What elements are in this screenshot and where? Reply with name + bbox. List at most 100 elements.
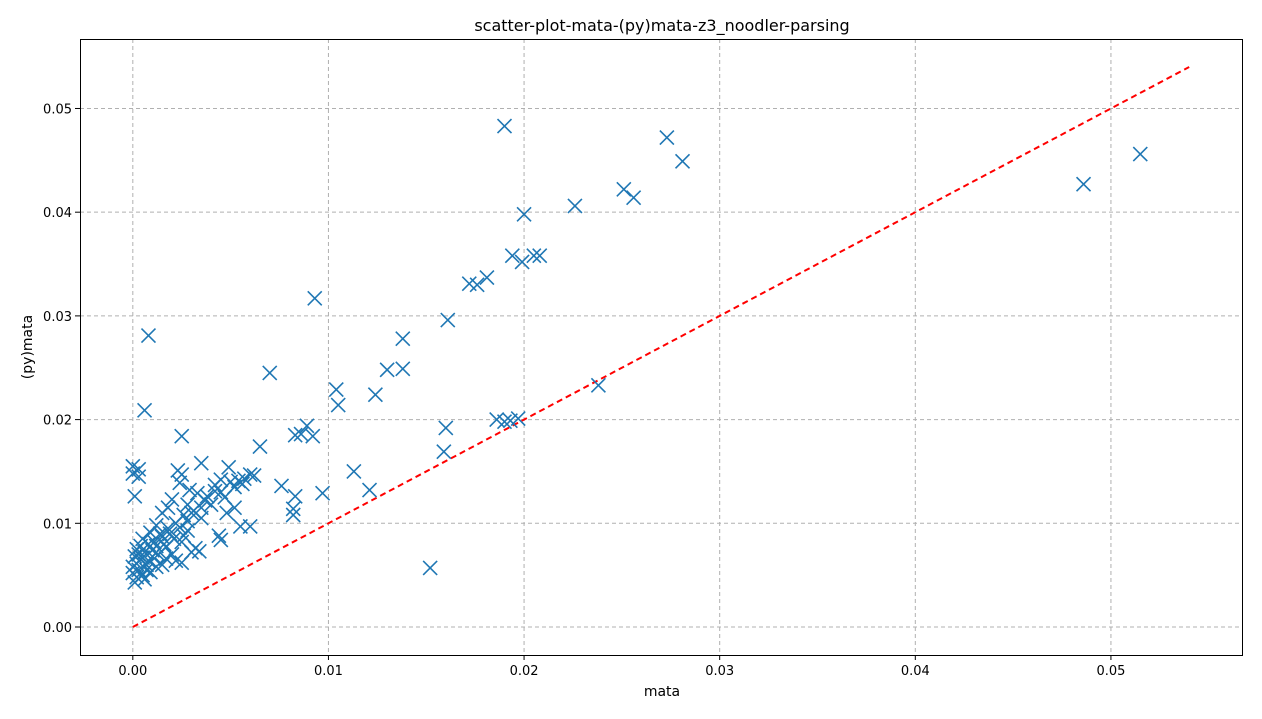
data-point-marker	[287, 488, 303, 504]
data-point-marker	[504, 248, 520, 264]
data-point-marker	[626, 190, 642, 206]
data-point-marker	[526, 248, 542, 264]
data-point-marker	[252, 438, 268, 455]
y-axis-label: (py)mata	[20, 315, 36, 379]
x-tick-label: 0.01	[314, 664, 343, 679]
data-point-marker	[127, 488, 143, 504]
scatter-points	[125, 118, 1148, 590]
data-point-marker	[135, 549, 151, 566]
y-tick-label: 0.04	[43, 206, 72, 221]
data-point-marker	[127, 574, 143, 590]
data-point-marker	[379, 362, 395, 378]
reference-diagonal-line	[132, 66, 1190, 628]
data-point-marker	[234, 476, 250, 492]
y-tick-label: 0.03	[43, 310, 72, 325]
x-tick-label: 0.02	[510, 664, 539, 679]
data-point-marker	[436, 444, 452, 460]
x-axis-ticks: 0.00 0.01 0.02 0.03 0.04 0.05	[118, 655, 1125, 679]
data-point-marker	[160, 520, 176, 537]
data-point-marker	[514, 254, 530, 270]
data-point-marker	[461, 276, 477, 292]
data-point-marker	[158, 539, 174, 555]
x-tick-label: 0.05	[1096, 664, 1125, 679]
grid	[80, 39, 1242, 655]
data-point-marker	[148, 517, 164, 533]
data-point-marker	[181, 482, 198, 498]
data-point-marker	[152, 526, 168, 542]
data-point-marker	[172, 475, 188, 491]
data-point-marker	[168, 553, 184, 569]
data-point-marker	[221, 459, 237, 475]
data-point-marker	[156, 536, 172, 552]
data-point-marker	[287, 427, 303, 443]
data-point-marker	[299, 418, 315, 434]
data-point-marker	[307, 290, 323, 306]
data-point-marker	[211, 528, 227, 544]
y-tick-label: 0.02	[43, 414, 72, 429]
data-point-marker	[1075, 176, 1092, 192]
data-point-marker	[438, 420, 454, 436]
data-point-marker	[285, 501, 301, 517]
data-point-marker	[140, 328, 157, 344]
y-tick-label: 0.05	[43, 102, 72, 117]
data-point-marker	[567, 198, 583, 214]
data-point-marker	[183, 505, 200, 521]
data-point-marker	[496, 414, 513, 430]
data-point-marker	[479, 269, 495, 286]
data-point-marker	[172, 519, 188, 536]
data-point-marker	[1132, 146, 1148, 162]
data-point-marker	[144, 542, 160, 558]
data-point-marker	[246, 468, 262, 484]
x-tick-label: 0.00	[118, 664, 147, 679]
data-point-marker	[516, 206, 532, 222]
data-point-marker	[219, 505, 235, 521]
data-point-marker	[138, 562, 155, 578]
data-point-marker	[174, 555, 190, 571]
x-tick-label: 0.03	[705, 664, 734, 679]
data-point-marker	[207, 477, 223, 493]
y-tick-label: 0.00	[43, 621, 72, 636]
data-point-marker	[510, 410, 526, 427]
data-point-marker	[496, 118, 513, 134]
x-axis-label: mata	[644, 684, 680, 700]
data-point-marker	[164, 491, 180, 508]
data-point-marker	[346, 463, 362, 480]
data-point-marker	[262, 365, 278, 381]
plot-frame	[80, 39, 1243, 656]
reference-line-layer	[132, 66, 1190, 628]
data-point-marker	[131, 469, 147, 485]
data-point-marker	[174, 428, 190, 444]
data-point-marker	[440, 312, 456, 328]
data-point-marker	[367, 387, 383, 403]
y-tick-label: 0.01	[43, 517, 72, 532]
data-point-marker	[193, 455, 209, 471]
data-point-marker	[199, 488, 215, 504]
data-point-marker	[217, 489, 233, 505]
data-point-marker	[197, 492, 213, 509]
data-point-marker	[180, 513, 196, 529]
data-point-marker	[125, 565, 141, 581]
data-point-marker	[395, 331, 411, 347]
data-point-marker	[136, 402, 153, 418]
data-point-marker	[328, 381, 344, 398]
data-point-marker	[236, 471, 252, 487]
x-tick-label: 0.04	[901, 664, 930, 679]
data-point-marker	[361, 482, 378, 498]
data-point-marker	[285, 507, 301, 523]
data-point-marker	[154, 505, 170, 521]
data-point-marker	[659, 129, 675, 146]
data-point-marker	[242, 518, 258, 534]
data-point-marker	[616, 181, 632, 197]
data-point-marker	[273, 478, 290, 494]
data-point-marker	[590, 377, 606, 393]
data-point-marker	[176, 528, 192, 544]
data-point-marker	[395, 361, 411, 377]
data-point-marker	[422, 560, 438, 576]
data-point-marker	[193, 510, 209, 526]
data-point-marker	[330, 397, 346, 413]
data-point-marker	[674, 153, 691, 169]
chart-title: scatter-plot-mata-(py)mata-z3_noodler-pa…	[474, 16, 849, 36]
y-axis-ticks: 0.00 0.01 0.02 0.03 0.04 0.05	[43, 102, 80, 636]
